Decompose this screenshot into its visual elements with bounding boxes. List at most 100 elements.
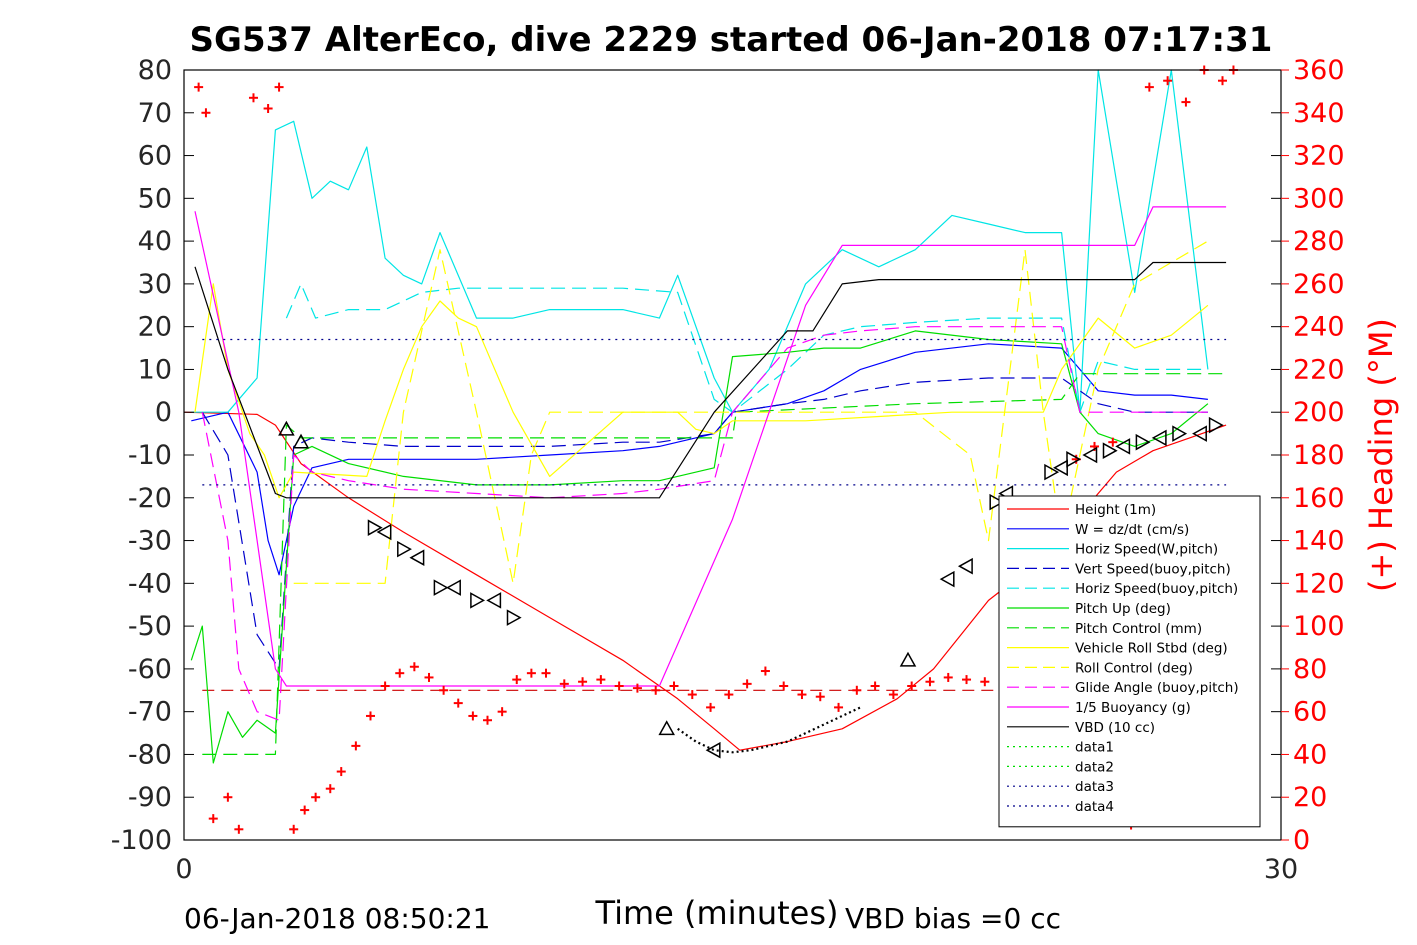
heading-point (888, 690, 898, 700)
heading-point (724, 690, 734, 700)
y-tick-label: -80 (128, 739, 172, 770)
y-tick-label: -20 (128, 483, 172, 514)
triangle-marker (1135, 433, 1151, 451)
heading-point (852, 685, 862, 695)
y-tick-label: -10 (128, 440, 172, 471)
triangle-marker (278, 420, 295, 436)
heading-point (194, 82, 204, 92)
right-tick-label: 140 (1293, 526, 1345, 557)
y-tick-label: 20 (138, 312, 172, 343)
series-vert-speed-buoy-pitch (201, 377, 1208, 670)
heading-point (541, 668, 551, 678)
heading-point (468, 711, 478, 721)
triangle-marker (939, 570, 955, 588)
footer-timestamp: 06-Jan-2018 08:50:21 (184, 902, 490, 935)
triangle-marker (1053, 459, 1068, 477)
right-tick-label: 180 (1293, 440, 1345, 471)
series-horiz-speed-w-pitch (191, 69, 1209, 413)
heading-point (234, 824, 244, 834)
x-tick-label: 0 (175, 854, 192, 885)
triangle-marker (1192, 425, 1207, 442)
heading-point (208, 814, 218, 824)
heading-point (201, 108, 211, 118)
heading-point (289, 824, 299, 834)
legend-label-vbd-10-cc: VBD (10 cc) (1075, 720, 1155, 736)
series-1-5-buoyancy-g (194, 206, 1227, 687)
triangle-marker (1208, 416, 1224, 434)
triangle-marker (292, 433, 310, 449)
heading-point (274, 82, 284, 92)
heading-point (925, 677, 935, 687)
heading-point (453, 698, 463, 708)
legend: Height (1m) W = dz/dt (cm/s) Horiz Speed(W… (998, 495, 1261, 828)
right-tick-label: 80 (1293, 654, 1327, 685)
y-tick-label: 70 (138, 98, 172, 129)
triangle-marker (705, 741, 721, 759)
y-tick-label: -50 (128, 611, 172, 642)
y-tick-label: -100 (111, 825, 172, 856)
triangle-marker (1102, 442, 1118, 459)
heading-point (223, 792, 233, 802)
legend-label-horiz-speed-w-pitch: Horiz Speed(W,pitch) (1075, 542, 1218, 558)
y-tick-label: -70 (128, 697, 172, 728)
x-axis-label: Time (minutes) (595, 894, 839, 932)
triangle-marker (1151, 429, 1167, 447)
y-tick-label: -40 (128, 568, 172, 599)
legend-label-data4: data4 (1075, 799, 1114, 815)
heading-point (1108, 437, 1118, 447)
triangle-marker (1044, 463, 1060, 481)
triangle-marker (989, 493, 1005, 511)
heading-point (300, 805, 310, 815)
heading-point (1181, 97, 1191, 107)
right-tick-label: 200 (1293, 397, 1345, 428)
triangle-marker (376, 523, 392, 541)
heading-point (578, 677, 588, 687)
triangle-marker (397, 540, 412, 558)
series-roll-control-deg (293, 240, 1209, 584)
y-tick-label: 80 (138, 55, 172, 86)
heading-point (380, 681, 390, 691)
heading-point (779, 681, 789, 691)
y-tick-label: 40 (138, 226, 172, 257)
series-vbd-10-cc (194, 261, 1227, 499)
heading-point (497, 707, 507, 717)
heading-point (632, 683, 642, 693)
right-tick-label: 260 (1293, 269, 1345, 300)
heading-point (512, 675, 522, 685)
right-tick-label: 40 (1293, 739, 1327, 770)
heading-point (439, 685, 449, 695)
triangle-marker (506, 609, 522, 626)
heading-point (760, 666, 770, 676)
heading-point (980, 677, 990, 687)
y-tick-label: 10 (138, 354, 172, 385)
legend-label-roll-control-deg: Roll Control (deg) (1075, 660, 1193, 676)
heading-point (1144, 82, 1154, 92)
heading-point (651, 685, 661, 695)
right-tick-label: 120 (1293, 568, 1345, 599)
heading-point (706, 702, 716, 712)
legend-label-data1: data1 (1075, 740, 1114, 756)
legend-label-data3: data3 (1075, 779, 1114, 795)
heading-point (907, 681, 917, 691)
heading-point (351, 741, 361, 751)
legend-label-vert-speed-buoy-pitch: Vert Speed(buoy,pitch) (1075, 561, 1231, 577)
legend-label-height-1m: Height (1m) (1075, 502, 1156, 518)
heading-point (614, 681, 624, 691)
y-tick-label: -90 (128, 782, 172, 813)
right-tick-label: 60 (1293, 697, 1327, 728)
right-tick-label: 0 (1293, 825, 1310, 856)
legend-label-pitch-control-mm: Pitch Control (mm) (1075, 621, 1202, 637)
depth-dotted-curve (677, 706, 861, 754)
legend-label-data2: data2 (1075, 759, 1114, 775)
right-tick-label: 20 (1293, 782, 1327, 813)
heading-point (263, 104, 273, 113)
heading-point (797, 690, 807, 700)
triangle-marker (486, 592, 502, 609)
triangle-marker (957, 557, 973, 575)
series-vehicle-roll-stbd-deg (194, 283, 1209, 499)
heading-point (815, 692, 825, 702)
right-tick-label: 100 (1293, 611, 1345, 642)
heading-point (311, 792, 321, 802)
series-horiz-speed-buoy-pitch (285, 283, 1208, 413)
